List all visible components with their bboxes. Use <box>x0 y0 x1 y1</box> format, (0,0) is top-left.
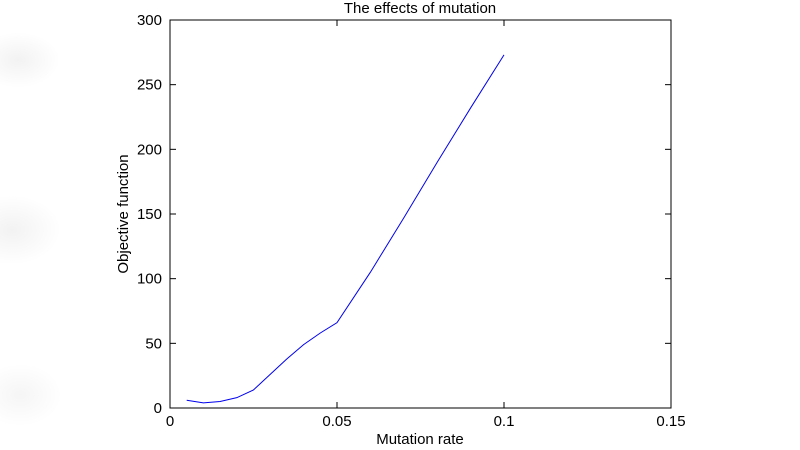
y-tick-label: 100 <box>137 271 162 288</box>
x-tick-label: 0.15 <box>656 413 685 430</box>
y-axis-label: Objective function <box>115 154 132 273</box>
plot-area <box>169 19 672 409</box>
y-tick-label: 300 <box>137 12 162 29</box>
y-tick-label: 150 <box>137 206 162 223</box>
y-tick-label: 0 <box>154 400 162 417</box>
x-tick-label: 0 <box>166 413 174 430</box>
x-axis-label: Mutation rate <box>376 431 464 448</box>
y-tick-label: 250 <box>137 77 162 94</box>
chart-title: The effects of mutation <box>344 0 496 17</box>
y-tick-label: 50 <box>145 335 162 352</box>
x-tick-label: 0.05 <box>322 413 351 430</box>
series-layer <box>186 54 505 404</box>
ticks-layer: 0 0.05 0.1 0.15 0 50 100 150 200 250 300 <box>137 12 686 430</box>
data-line <box>186 54 505 404</box>
y-tick-label: 200 <box>137 141 162 158</box>
x-tick-label: 0.1 <box>494 413 515 430</box>
